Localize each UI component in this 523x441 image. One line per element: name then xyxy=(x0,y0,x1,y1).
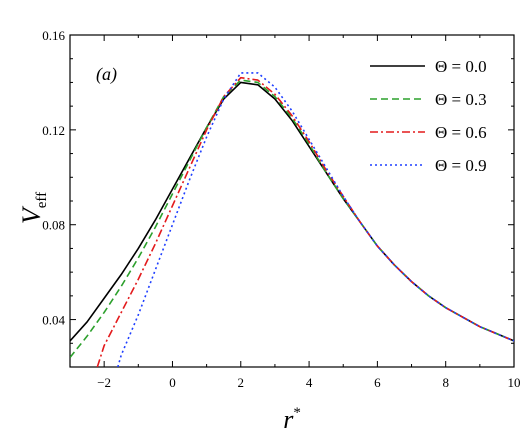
panel-label: (a) xyxy=(96,64,117,85)
x-tick-label: −2 xyxy=(97,375,111,390)
y-tick-label: 0.04 xyxy=(42,313,65,328)
series-line-2 xyxy=(96,76,514,367)
x-tick-label: 0 xyxy=(169,375,176,390)
x-axis-title-sup: * xyxy=(293,405,301,421)
series-group xyxy=(70,72,514,367)
x-tick-label: 10 xyxy=(508,375,521,390)
legend-label-1: Θ = 0.3 xyxy=(435,90,487,109)
y-tick-label: 0.08 xyxy=(42,218,65,233)
x-axis-title-base: r xyxy=(283,405,294,434)
series-line-3 xyxy=(117,72,514,367)
x-tick-label: 6 xyxy=(374,375,381,390)
x-axis-ticks: −2 0 2 4 6 8 10 xyxy=(69,35,521,390)
y-tick-label: 0.16 xyxy=(42,28,65,43)
y-axis-ticks: 0.04 0.08 0.12 0.16 xyxy=(42,28,514,368)
series-line-1 xyxy=(70,79,514,359)
y-axis-title-sub: eff xyxy=(34,192,50,208)
y-tick-label: 0.12 xyxy=(42,123,65,138)
y-axis-title: Veff xyxy=(17,192,50,224)
y-axis-title-base: V xyxy=(17,205,46,224)
plot-area xyxy=(69,34,515,368)
legend-label-3: Θ = 0.9 xyxy=(435,156,487,175)
x-tick-label: 8 xyxy=(442,375,449,390)
legend-label-0: Θ = 0.0 xyxy=(435,57,487,76)
x-tick-label: 4 xyxy=(306,375,313,390)
x-axis-title: r* xyxy=(283,405,301,434)
legend-label-2: Θ = 0.6 xyxy=(435,123,487,142)
x-tick-label: 2 xyxy=(238,375,245,390)
series-line-0 xyxy=(70,81,514,342)
legend: Θ = 0.0 Θ = 0.3 Θ = 0.6 Θ = 0.9 xyxy=(370,57,487,175)
